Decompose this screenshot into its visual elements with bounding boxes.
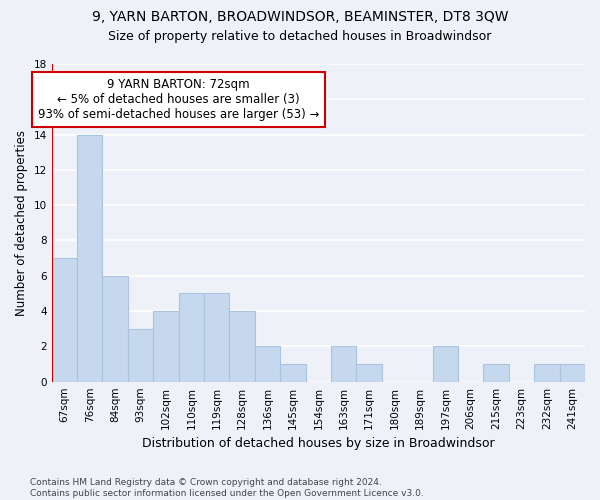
Bar xyxy=(229,311,255,382)
Text: Size of property relative to detached houses in Broadwindsor: Size of property relative to detached ho… xyxy=(109,30,491,43)
Bar xyxy=(103,276,128,382)
Bar xyxy=(77,134,103,382)
Bar xyxy=(179,294,204,382)
Bar xyxy=(560,364,585,382)
Bar xyxy=(331,346,356,382)
Bar xyxy=(128,328,153,382)
X-axis label: Distribution of detached houses by size in Broadwindsor: Distribution of detached houses by size … xyxy=(142,437,494,450)
Bar xyxy=(484,364,509,382)
Bar xyxy=(204,294,229,382)
Y-axis label: Number of detached properties: Number of detached properties xyxy=(15,130,28,316)
Bar xyxy=(52,258,77,382)
Bar xyxy=(153,311,179,382)
Bar xyxy=(356,364,382,382)
Bar xyxy=(255,346,280,382)
Bar xyxy=(433,346,458,382)
Bar xyxy=(280,364,305,382)
Bar xyxy=(534,364,560,382)
Text: 9 YARN BARTON: 72sqm
← 5% of detached houses are smaller (3)
93% of semi-detache: 9 YARN BARTON: 72sqm ← 5% of detached ho… xyxy=(38,78,319,121)
Text: 9, YARN BARTON, BROADWINDSOR, BEAMINSTER, DT8 3QW: 9, YARN BARTON, BROADWINDSOR, BEAMINSTER… xyxy=(92,10,508,24)
Text: Contains HM Land Registry data © Crown copyright and database right 2024.
Contai: Contains HM Land Registry data © Crown c… xyxy=(30,478,424,498)
